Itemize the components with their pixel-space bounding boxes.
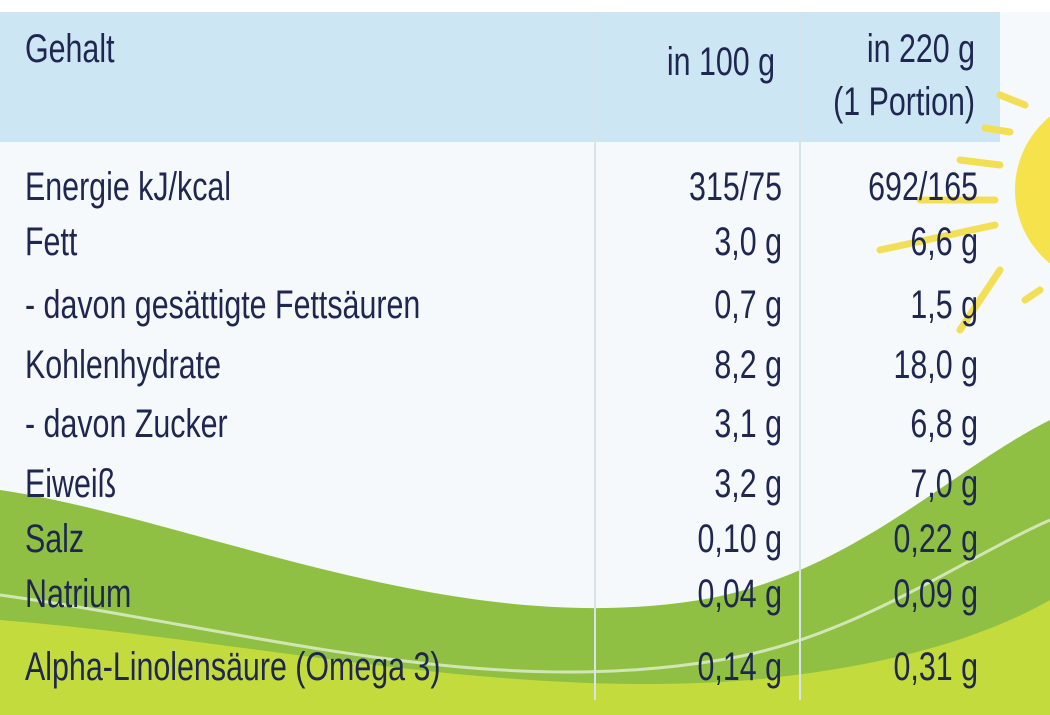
top-strip	[0, 0, 1050, 12]
yellow-wave	[0, 600, 1050, 715]
value-per-portion: 692/165	[868, 164, 978, 209]
nutrient-label: Eiweiß	[25, 461, 116, 506]
header-band	[0, 12, 1000, 142]
header-per-portion: in 220 g	[867, 26, 975, 71]
value-per-portion: 0,09 g	[894, 571, 978, 616]
header-per-100g: in 100 g	[667, 39, 775, 84]
nutrient-label: Salz	[25, 516, 84, 561]
value-per-100g: 3,1 g	[714, 401, 782, 446]
sun	[1015, 116, 1050, 264]
value-per-portion: 6,8 g	[910, 401, 978, 446]
green-wave	[0, 420, 1050, 715]
value-per-100g: 8,2 g	[714, 342, 782, 387]
wave-line	[0, 518, 1050, 674]
value-per-portion: 1,5 g	[910, 282, 978, 327]
nutrient-label: Alpha-Linolensäure (Omega 3)	[25, 644, 441, 689]
value-per-portion: 0,31 g	[894, 644, 978, 689]
value-per-portion: 7,0 g	[910, 461, 978, 506]
value-per-100g: 0,04 g	[698, 571, 782, 616]
nutrient-label: - davon gesättigte Fettsäuren	[25, 282, 420, 327]
value-per-portion: 18,0 g	[894, 342, 978, 387]
nutrient-label: Natrium	[25, 571, 131, 616]
nutrient-label: - davon Zucker	[25, 401, 228, 446]
value-per-100g: 0,10 g	[698, 516, 782, 561]
nutrient-label: Fett	[25, 219, 77, 264]
value-per-portion: 0,22 g	[894, 516, 978, 561]
value-per-100g: 315/75	[689, 164, 782, 209]
value-per-100g: 3,2 g	[714, 461, 782, 506]
nutrient-label: Kohlenhydrate	[25, 342, 221, 387]
header-nutrient: Gehalt	[25, 26, 115, 71]
table: Gehalt in 100 g in 220 g (1 Portion) Energie…	[25, 26, 978, 689]
value-per-portion: 6,6 g	[910, 219, 978, 264]
sun-rays	[876, 91, 1044, 334]
nutrient-label: Energie kJ/kcal	[25, 164, 231, 209]
header-portion-note: (1 Portion)	[833, 79, 975, 124]
value-per-100g: 0,14 g	[698, 644, 782, 689]
value-per-100g: 3,0 g	[714, 219, 782, 264]
value-per-100g: 0,7 g	[714, 282, 782, 327]
